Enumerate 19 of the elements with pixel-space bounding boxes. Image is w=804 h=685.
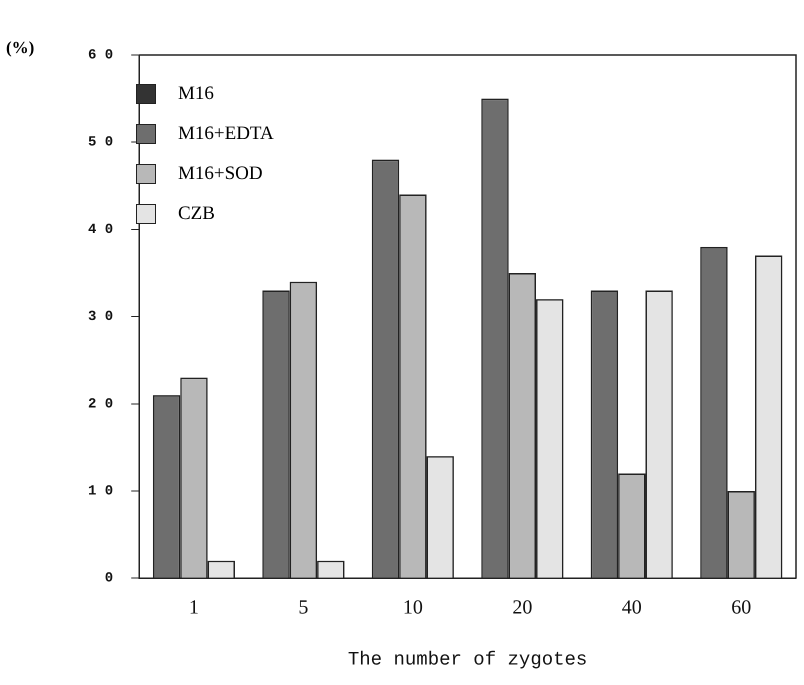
- legend-label: M16+EDTA: [178, 123, 274, 145]
- x-tick-label: 40: [622, 596, 642, 618]
- y-tick-label: 5 0: [88, 134, 114, 151]
- legend-label: CZB: [178, 203, 215, 225]
- y-axis-title: (%): [6, 38, 34, 58]
- x-tick-label: 10: [402, 596, 423, 618]
- y-tick-label: 0: [104, 570, 114, 587]
- y-tick-label: 3 0: [88, 309, 114, 326]
- x-axis-title: The number of zygotes: [348, 648, 588, 671]
- y-tick-label: 6 0: [88, 48, 114, 64]
- y-tick-label: 2 0: [88, 396, 114, 412]
- x-tick-label: 20: [512, 596, 532, 618]
- y-tick-label: 1 0: [88, 484, 114, 500]
- legend-label: M16+SOD: [178, 163, 263, 185]
- y-tick-label: 4 0: [88, 222, 114, 238]
- x-tick-label: 60: [731, 596, 752, 618]
- x-tick-label: 5: [298, 596, 308, 618]
- x-tick-label: 1: [188, 596, 199, 618]
- legend-label: M16: [178, 83, 214, 105]
